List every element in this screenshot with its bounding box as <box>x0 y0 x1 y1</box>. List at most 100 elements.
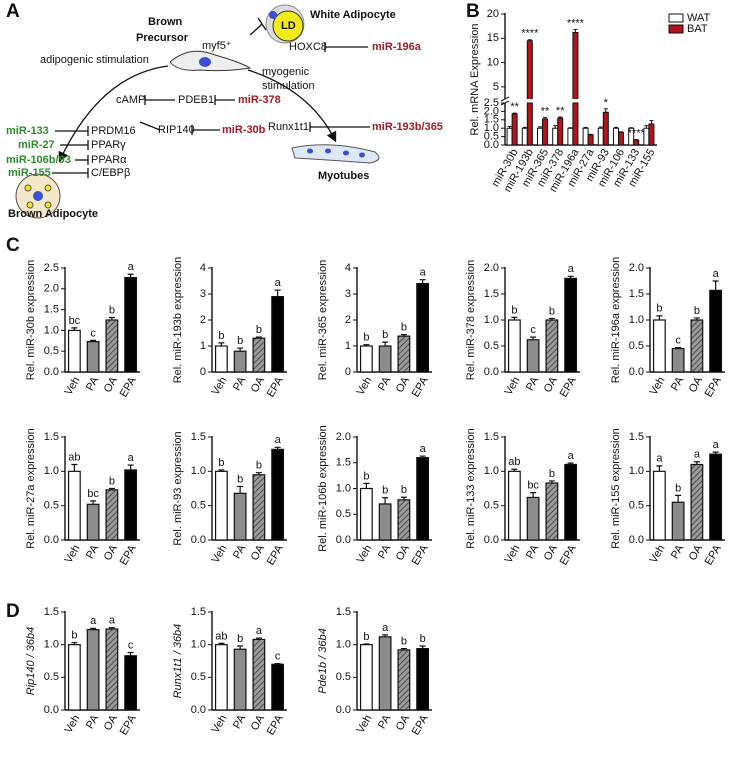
significance-mark: * <box>604 97 609 109</box>
y-axis-label: Rel. miR-106b expression <box>317 425 329 552</box>
x-tick-label: OA <box>249 542 268 562</box>
x-tick-label: OA <box>102 712 121 732</box>
bar <box>509 471 521 540</box>
error-bar <box>656 466 662 471</box>
significance-letter: a <box>568 450 575 462</box>
significance-letter: b <box>363 332 369 344</box>
bar <box>398 500 410 540</box>
diagram-label: HOXC8 <box>289 41 327 53</box>
legend-swatch <box>669 25 683 33</box>
significance-letter: ab <box>508 456 520 468</box>
x-tick-label: PA <box>231 374 249 393</box>
significance-letter: b <box>420 633 426 645</box>
bar <box>509 320 521 372</box>
bar <box>106 320 118 372</box>
diagram-label: PPARα <box>91 154 127 166</box>
x-tick-label: EPA <box>410 542 431 567</box>
significance-letter: b <box>237 473 243 485</box>
x-tick-label: OA <box>394 542 413 562</box>
y-tick-label: 0.0 <box>336 534 351 546</box>
bar <box>598 128 603 145</box>
bar <box>417 649 429 710</box>
error-bar <box>530 493 536 498</box>
y-axis-label: Rel. miR-30b expression <box>25 260 37 380</box>
bar <box>379 637 391 710</box>
y-tick-label: 1.0 <box>44 324 59 336</box>
y-tick-label: 2.5 <box>484 97 499 109</box>
y-tick-label: 1.0 <box>629 314 644 326</box>
y-axis-label: Pde1b / 36b4 <box>317 628 329 693</box>
bar <box>691 464 703 540</box>
bar <box>588 135 593 145</box>
bar <box>69 330 81 372</box>
x-tick-label: PA <box>231 712 249 731</box>
diagram-label: miR-155 <box>8 167 51 179</box>
significance-letter: b <box>237 633 243 645</box>
significance-letter: b <box>656 303 662 315</box>
significance-letter: a <box>256 625 263 637</box>
significance-letter: b <box>256 324 262 336</box>
error-bar <box>713 281 719 290</box>
bar <box>710 454 722 540</box>
error-bar <box>128 465 134 470</box>
bar <box>69 471 81 540</box>
x-tick-label: OA <box>687 542 706 562</box>
bar <box>125 470 137 540</box>
y-tick-label: 1.0 <box>191 465 206 477</box>
significance-letter: b <box>218 330 224 342</box>
x-tick-label: PA <box>84 542 102 561</box>
bar <box>553 128 558 145</box>
x-tick-label: EPA <box>410 374 431 399</box>
y-axis-label: Rel. miR-196a expression <box>610 257 622 384</box>
significance-letter: b <box>382 485 388 497</box>
x-tick-label: OA <box>687 374 706 394</box>
y-tick-label: 0.5 <box>484 500 499 512</box>
y-tick-label: 3 <box>200 288 206 300</box>
x-tick-label: PA <box>524 542 542 561</box>
significance-letter: a <box>656 453 663 465</box>
y-tick-label: 2.0 <box>44 283 59 295</box>
y-tick-label: 0.0 <box>44 704 59 716</box>
diagram-label: Myotubes <box>318 170 369 182</box>
significance-letter: a <box>382 622 389 634</box>
diagram-label: miR-30b <box>222 124 266 136</box>
y-tick-label: 2.5 <box>44 262 59 274</box>
diagram-label: stimulation <box>262 80 315 92</box>
significance-letter: a <box>128 452 135 464</box>
x-tick-label: OA <box>102 542 121 562</box>
x-tick-label: EPA <box>703 542 724 567</box>
bar <box>361 645 373 710</box>
bar <box>546 320 558 372</box>
y-tick-label: 10 <box>487 56 499 68</box>
x-tick-label: PA <box>524 374 542 393</box>
significance-letter: c <box>530 324 536 336</box>
inhibitor <box>258 18 266 30</box>
error-bar <box>275 290 281 297</box>
y-axis-label: Rel. mRNA Expression <box>469 24 481 136</box>
x-tick-label: OA <box>102 374 121 394</box>
bar <box>654 320 666 372</box>
significance-letter: c <box>128 639 134 651</box>
x-tick-label: EPA <box>265 374 286 399</box>
bar <box>87 630 99 710</box>
y-tick-label: 4 <box>345 262 351 274</box>
bar <box>527 340 539 372</box>
panel-label: B <box>466 1 480 22</box>
significance-letter: b <box>675 482 681 494</box>
error-bar <box>275 664 281 665</box>
y-axis-label: Rel. miR-155 expression <box>610 428 622 548</box>
diagram-label: miR-378 <box>238 94 281 106</box>
diagram-label: miR-27 <box>18 139 55 151</box>
bar <box>87 342 99 372</box>
y-tick-label: 0.0 <box>44 366 59 378</box>
bar <box>603 112 608 145</box>
y-tick-label: 1.5 <box>629 431 644 443</box>
y-tick-label: 0.0 <box>629 366 644 378</box>
error-bar <box>363 644 369 645</box>
arrow <box>250 24 262 35</box>
x-tick-label: EPA <box>265 542 286 567</box>
bar <box>527 497 539 540</box>
x-tick-label: Veh <box>648 543 668 565</box>
y-tick-label: 1.5 <box>191 606 206 618</box>
diagram-label: LD <box>281 20 296 32</box>
